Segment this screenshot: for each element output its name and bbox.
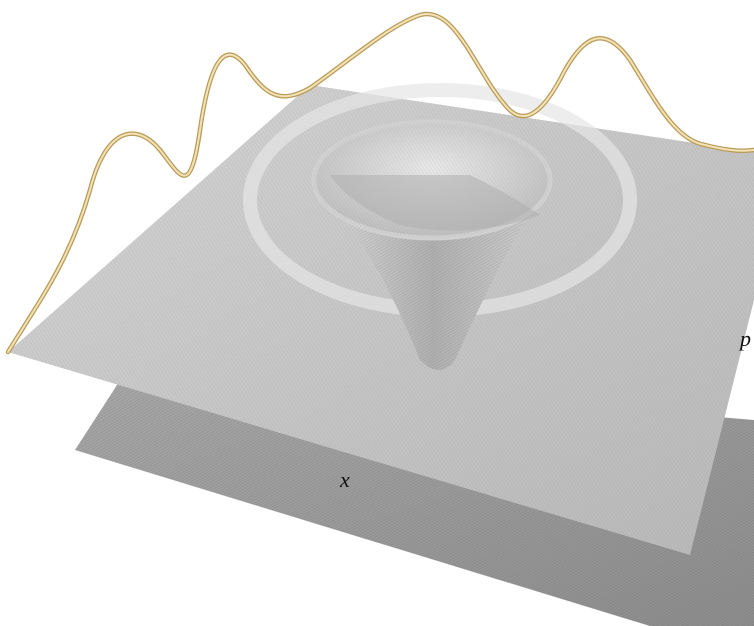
surface-hatch [8,85,754,555]
p-axis-label: p [738,326,751,351]
marginal-curve-highlight [7,12,754,353]
x-axis-label: x [339,467,350,492]
funnel-shade [330,175,540,231]
